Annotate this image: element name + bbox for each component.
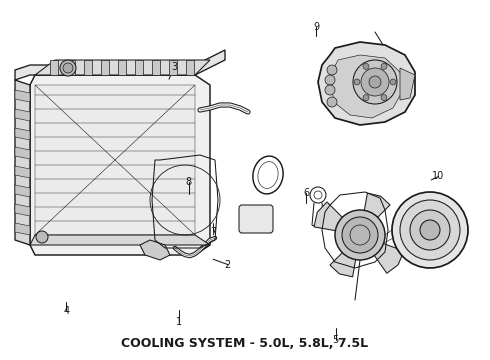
- Circle shape: [325, 75, 335, 85]
- Circle shape: [381, 95, 387, 100]
- Text: 7: 7: [210, 227, 216, 237]
- Polygon shape: [101, 60, 109, 75]
- Text: 10: 10: [433, 171, 445, 181]
- Circle shape: [381, 63, 387, 69]
- Polygon shape: [372, 243, 404, 273]
- Circle shape: [400, 200, 460, 260]
- Polygon shape: [15, 147, 30, 159]
- Text: 1: 1: [176, 317, 182, 327]
- Polygon shape: [364, 193, 390, 220]
- Text: 3: 3: [171, 62, 177, 72]
- Circle shape: [361, 68, 389, 96]
- Circle shape: [325, 85, 335, 95]
- Polygon shape: [50, 60, 58, 75]
- Text: 4: 4: [63, 306, 69, 316]
- Polygon shape: [400, 68, 415, 100]
- Polygon shape: [15, 109, 30, 121]
- Text: 6: 6: [303, 188, 309, 198]
- Circle shape: [342, 217, 378, 253]
- Text: 5: 5: [333, 335, 339, 345]
- Polygon shape: [15, 166, 30, 178]
- Circle shape: [410, 210, 450, 250]
- Polygon shape: [152, 60, 160, 75]
- Polygon shape: [15, 223, 30, 235]
- Polygon shape: [15, 185, 30, 197]
- Polygon shape: [15, 90, 30, 102]
- Polygon shape: [186, 60, 194, 75]
- FancyBboxPatch shape: [239, 205, 273, 233]
- Polygon shape: [84, 60, 92, 75]
- Circle shape: [353, 60, 397, 104]
- Polygon shape: [35, 60, 210, 75]
- Polygon shape: [330, 55, 402, 118]
- Circle shape: [369, 76, 381, 88]
- Circle shape: [335, 210, 385, 260]
- Circle shape: [60, 60, 76, 76]
- Polygon shape: [318, 42, 415, 125]
- Text: 2: 2: [225, 260, 231, 270]
- Circle shape: [63, 63, 73, 73]
- Circle shape: [327, 65, 337, 75]
- Text: 8: 8: [186, 177, 192, 187]
- Circle shape: [363, 95, 369, 100]
- Polygon shape: [169, 60, 177, 75]
- Circle shape: [36, 231, 48, 243]
- Circle shape: [420, 220, 440, 240]
- Text: 9: 9: [313, 22, 319, 32]
- Polygon shape: [118, 60, 126, 75]
- Polygon shape: [314, 202, 344, 231]
- Polygon shape: [30, 75, 210, 255]
- Circle shape: [327, 97, 337, 107]
- Polygon shape: [15, 80, 30, 245]
- Polygon shape: [140, 240, 170, 260]
- Polygon shape: [67, 60, 75, 75]
- Polygon shape: [15, 204, 30, 216]
- Text: COOLING SYSTEM - 5.0L, 5.8L, 7.5L: COOLING SYSTEM - 5.0L, 5.8L, 7.5L: [122, 337, 368, 350]
- Polygon shape: [35, 85, 195, 235]
- Circle shape: [390, 79, 396, 85]
- Polygon shape: [30, 235, 210, 245]
- Circle shape: [392, 192, 468, 268]
- Polygon shape: [330, 251, 356, 277]
- Polygon shape: [15, 128, 30, 140]
- Polygon shape: [15, 50, 225, 80]
- Circle shape: [354, 79, 360, 85]
- Circle shape: [363, 63, 369, 69]
- Polygon shape: [135, 60, 143, 75]
